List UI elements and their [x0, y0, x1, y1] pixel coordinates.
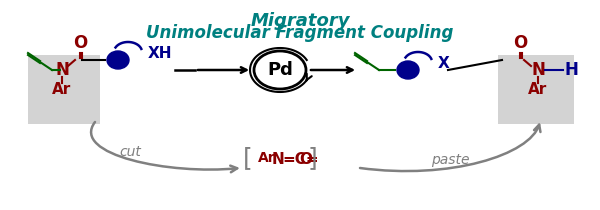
Text: Ar: Ar: [52, 83, 71, 97]
Text: ]: ]: [307, 146, 317, 170]
Ellipse shape: [397, 61, 419, 79]
Text: =C=: =C=: [282, 152, 319, 168]
FancyArrowPatch shape: [91, 122, 237, 172]
FancyBboxPatch shape: [28, 55, 100, 124]
Text: O: O: [299, 152, 312, 168]
Text: X: X: [438, 55, 450, 71]
Text: XH: XH: [148, 46, 173, 60]
Text: paste: paste: [431, 153, 469, 167]
Text: cut: cut: [119, 145, 141, 159]
FancyBboxPatch shape: [498, 55, 574, 124]
FancyArrowPatch shape: [360, 125, 541, 171]
Text: Migratory: Migratory: [250, 12, 350, 30]
Text: [: [: [243, 146, 253, 170]
Text: Ar: Ar: [529, 83, 548, 97]
Ellipse shape: [107, 51, 129, 69]
Text: Ar: Ar: [258, 151, 275, 165]
Text: Unimolecular Fragment Coupling: Unimolecular Fragment Coupling: [146, 24, 454, 42]
Text: Pd: Pd: [267, 61, 293, 79]
Text: O: O: [73, 34, 87, 52]
Text: N: N: [55, 61, 69, 79]
Text: N: N: [272, 152, 285, 168]
Ellipse shape: [254, 51, 306, 89]
Text: N: N: [531, 61, 545, 79]
Text: O: O: [513, 34, 527, 52]
Text: H: H: [565, 61, 579, 79]
